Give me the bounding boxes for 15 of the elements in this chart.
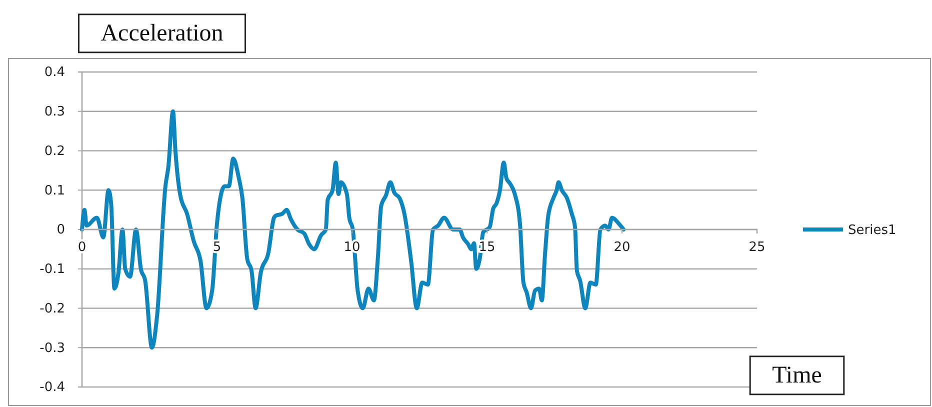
y-tick-label: -0.3 [40, 340, 65, 356]
y-tick-label: -0.2 [40, 301, 65, 316]
y-tick-label: 0.1 [44, 183, 65, 198]
legend-label: Series1 [848, 223, 896, 238]
y-axis-title: Acceleration [100, 20, 224, 46]
x-tick-label: 0 [78, 240, 86, 255]
y-tick-label: 0 [56, 222, 65, 238]
x-tick-label: 20 [614, 240, 630, 255]
y-tick-label: 0.2 [44, 144, 65, 159]
y-tick-label: 0.3 [44, 104, 65, 120]
x-axis-title: Time [772, 362, 822, 388]
x-tick-label: 25 [748, 240, 766, 255]
y-tick-label: -0.4 [40, 380, 65, 396]
y-tick-label: -0.1 [40, 262, 65, 278]
y-tick-label: 0.4 [44, 65, 65, 80]
